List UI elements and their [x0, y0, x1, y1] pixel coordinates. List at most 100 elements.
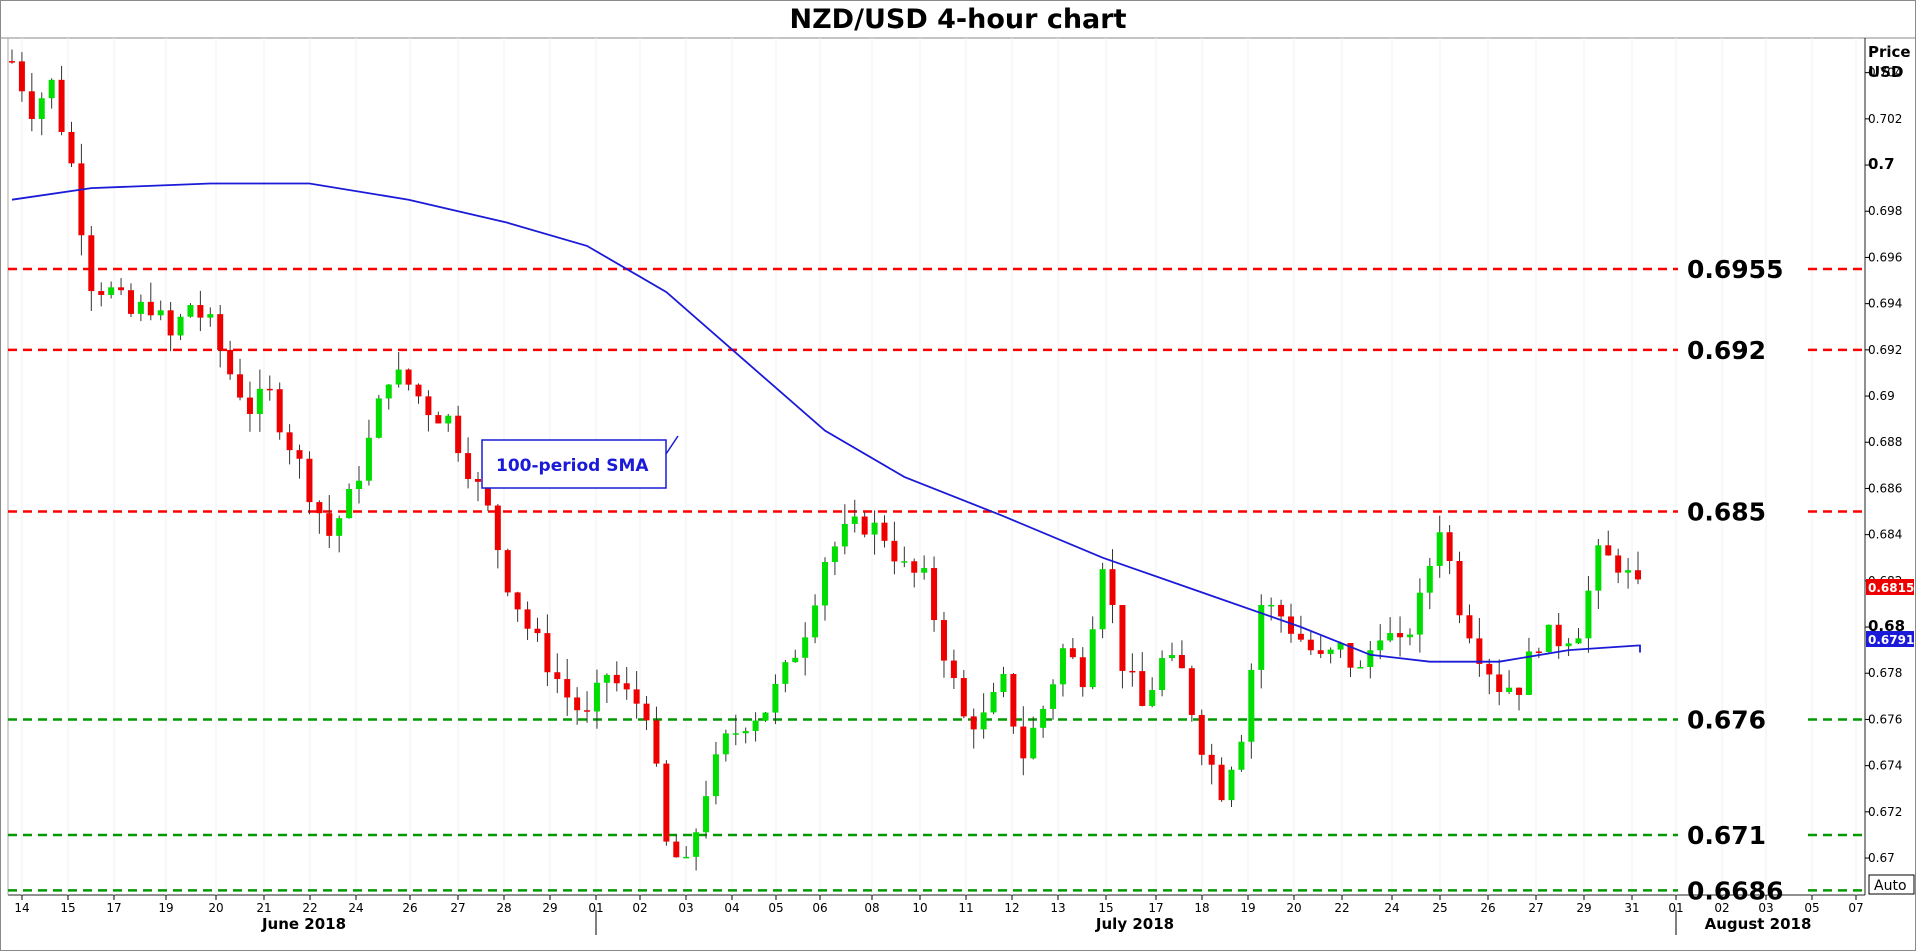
candle-body [633, 689, 640, 704]
candle-body [1317, 650, 1324, 654]
candle-body [1377, 640, 1384, 651]
time-tick-label: 22 [302, 901, 317, 915]
time-axis: 14 15 17 19 20 21 22 24 26 27 28 29 01 02 03 04 05 06 08 10… [14, 895, 1864, 935]
candle-body [405, 369, 412, 385]
candle-body [1040, 708, 1047, 728]
candle-body [772, 683, 779, 713]
time-tick-label: 02 [632, 901, 647, 915]
candle-body [38, 98, 45, 119]
price-tick-label: 0.702 [1868, 112, 1902, 126]
month-label: August 2018 [1705, 915, 1812, 933]
candle-body [1198, 714, 1205, 755]
sma-line [11, 182, 1641, 663]
candle-body [1218, 764, 1225, 801]
candle-body [544, 633, 551, 673]
candle-body [812, 605, 819, 638]
candle-body [1347, 643, 1354, 668]
candle-body [276, 389, 283, 433]
time-tick-label: 01 [1668, 901, 1683, 915]
candle-body [980, 712, 987, 730]
candle-body [1337, 643, 1344, 650]
candle-body [1436, 532, 1443, 566]
candle-body [237, 374, 244, 398]
candle-body [1010, 674, 1017, 727]
candle-body [1258, 605, 1265, 670]
time-tick-label: 31 [1624, 901, 1639, 915]
candle-body [1278, 604, 1285, 617]
candle-body [68, 131, 75, 164]
price-tick-label: 0.704 [1868, 66, 1902, 80]
candle-body [1466, 615, 1473, 639]
candle-body [1635, 570, 1641, 580]
candle-body [1565, 643, 1572, 647]
time-tick-label: 21 [256, 901, 271, 915]
candle-body [851, 516, 858, 524]
time-tick-label: 02 [1714, 901, 1729, 915]
candle-body [1525, 651, 1532, 695]
candle-body [1327, 649, 1334, 654]
candle-body [712, 754, 719, 797]
auto-scale-button[interactable] [1868, 874, 1915, 895]
candle-body [266, 388, 273, 391]
candle-body [455, 415, 462, 454]
candle-body [564, 679, 571, 698]
time-tick-label: 19 [158, 901, 173, 915]
sma-callout-text: 100-period SMA [496, 456, 649, 476]
auto-scale-label: Auto [1874, 878, 1907, 894]
price-axis-label-line2: USD [1868, 63, 1903, 81]
candle-body [891, 540, 898, 562]
candle-body [1416, 592, 1423, 635]
candle-body [157, 310, 164, 316]
candle-body [921, 568, 928, 573]
candle-body [147, 301, 154, 316]
level-label: 0.692 [1687, 336, 1766, 365]
level-label: 0.676 [1687, 705, 1766, 734]
candle-body [375, 398, 382, 438]
candle-body [326, 513, 333, 536]
candle-body [1397, 633, 1404, 638]
time-tick-label: 14 [14, 901, 29, 915]
price-tick-label: 0.676 [1868, 712, 1902, 726]
candle-body [1119, 604, 1126, 671]
time-tick-label: 26 [402, 901, 417, 915]
time-tick-label: 24 [348, 901, 363, 915]
sma-value: 0.6791 [1868, 633, 1914, 647]
candle-body [1426, 565, 1433, 593]
candle-body [256, 388, 263, 414]
candle-body [48, 79, 55, 99]
candle-body [385, 384, 392, 399]
candle-body [1535, 651, 1542, 653]
candle-body [504, 550, 511, 593]
candle-body [593, 682, 600, 712]
candle-body [732, 733, 739, 735]
candle-body [415, 384, 422, 397]
candle-body [1050, 684, 1057, 709]
candle-body [1605, 545, 1612, 556]
time-tick-label: 06 [812, 901, 827, 915]
candle-body [574, 697, 581, 711]
time-tick-label: 15 [60, 901, 75, 915]
candle-body [187, 305, 194, 317]
candle-body [207, 314, 214, 318]
candle-body [1069, 648, 1076, 658]
candle-body [78, 163, 85, 236]
candle-body [653, 720, 660, 764]
time-tick-label: 24 [1384, 901, 1399, 915]
candle-body [1169, 655, 1176, 659]
candle-body [603, 674, 610, 683]
candle-body [1287, 616, 1294, 634]
candlestick-series [9, 49, 1641, 871]
candle-body [802, 637, 809, 658]
candle-body [465, 453, 472, 479]
price-tick-label: 0.686 [1868, 481, 1902, 495]
candle-body [167, 310, 174, 336]
candle-body [217, 314, 224, 350]
price-tick-label: 0.694 [1868, 297, 1902, 311]
time-tick-label: 08 [864, 901, 879, 915]
candle-body [227, 349, 234, 375]
candle-body [1446, 532, 1453, 562]
candle-body [1149, 690, 1156, 706]
time-tick-label: 22 [1334, 901, 1349, 915]
candle-body [316, 502, 323, 514]
candle-body [1178, 655, 1185, 669]
